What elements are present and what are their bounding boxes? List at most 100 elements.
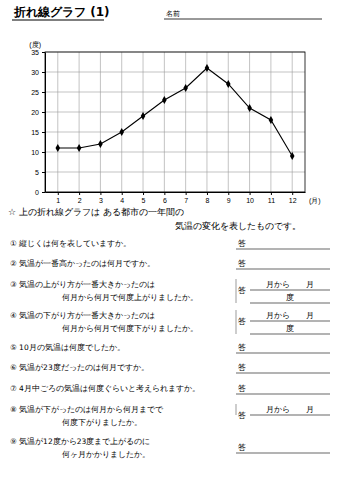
x-tick-mark <box>250 192 251 195</box>
y-tick-label: 10 <box>31 149 39 156</box>
intro-line: 気温の変化を表したものです。 <box>175 221 301 231</box>
question-line: 何ヶ月かかりましたか。 <box>62 450 150 459</box>
question: ③ 気温の上がり方が一番大きかったのは何月から何月で何度上がりましたか。答月から… <box>10 279 330 303</box>
x-axis: 123456789101112 <box>46 192 306 204</box>
x-tick-label: 2 <box>78 197 82 204</box>
data-point <box>226 80 231 88</box>
x-tick-label: 12 <box>289 197 297 204</box>
y-tick-label: 15 <box>31 129 39 136</box>
y-tick-label: 35 <box>31 49 39 56</box>
x-grid-line <box>249 52 250 192</box>
data-point <box>98 140 103 148</box>
answer-unit: 月から 月 <box>266 280 314 289</box>
x-grid-line <box>185 52 186 192</box>
y-grid-line <box>45 92 305 93</box>
answer-line <box>250 290 330 291</box>
y-tick-label: 20 <box>31 109 39 116</box>
data-point <box>141 112 146 120</box>
y-tick-mark <box>42 52 45 53</box>
answer-label: 答 <box>238 239 246 248</box>
answer-line <box>236 453 330 454</box>
question: ⑨ 気温が12度から23度まで上がるのに何ヶ月かかりましたか。答 <box>10 437 330 459</box>
data-point <box>290 152 295 160</box>
x-tick-mark <box>100 192 101 195</box>
answer-unit: 月から 月 <box>266 405 314 414</box>
answer-line <box>250 303 330 304</box>
data-point <box>269 116 274 124</box>
data-line <box>58 68 292 156</box>
answer-line <box>236 353 330 354</box>
data-point <box>205 64 210 72</box>
y-grid-line <box>45 132 305 133</box>
y-tick-label: 30 <box>31 69 39 76</box>
x-tick-mark <box>292 192 293 195</box>
x-tick: 3 <box>99 192 103 204</box>
y-tick-mark <box>42 92 45 93</box>
x-tick: 12 <box>289 192 297 204</box>
y-grid-line <box>45 72 305 73</box>
question: ⑤ 10月の気温は何度でしたか。答 <box>10 343 330 353</box>
intro-line: ☆ 上の折れ線グラフは ある都市の一年間の <box>8 207 184 217</box>
answer-label: 答 <box>238 411 246 420</box>
x-tick: 7 <box>184 192 188 204</box>
data-point <box>56 144 61 152</box>
x-grid-line <box>57 52 58 192</box>
x-tick-label: 1 <box>56 197 60 204</box>
y-axis: 05101520253035 <box>31 49 45 196</box>
x-tick-label: 9 <box>227 197 231 204</box>
title-underline <box>12 19 104 20</box>
y-grid-line <box>45 152 305 153</box>
question-line: ⑦ 4月中ごろの気温は何度ぐらいと考えられますか。 <box>10 384 200 393</box>
x-tick-label: 3 <box>99 197 103 204</box>
answer-unit: 度 <box>286 293 294 302</box>
answer-divider <box>236 404 237 415</box>
marks <box>56 64 295 160</box>
x-tick-mark <box>164 192 165 195</box>
x-tick-label: 8 <box>206 197 210 204</box>
y-tick-label: 25 <box>31 89 39 96</box>
answer-unit: 月から 月 <box>266 311 314 320</box>
name-underline <box>164 19 322 20</box>
x-tick-mark <box>207 192 208 195</box>
x-tick: 8 <box>206 192 210 204</box>
y-tick-mark <box>42 72 45 73</box>
question: ⑦ 4月中ごろの気温は何度ぐらいと考えられますか。 答 <box>10 384 330 394</box>
x-grid-line <box>143 52 144 192</box>
grid <box>45 52 305 192</box>
x-grid-line <box>292 52 293 192</box>
answer-line <box>250 321 330 322</box>
question-line: ⑥ 気温が23度だったのは何月ですか。 <box>10 363 149 372</box>
x-tick-mark <box>58 192 59 195</box>
x-tick-label: 10 <box>246 197 254 204</box>
answer-label: 答 <box>238 384 246 393</box>
worksheet: 折れ線グラフ (1)名前0510152025303512345678910111… <box>0 0 339 480</box>
x-tick-mark <box>122 192 123 195</box>
answer-label: 答 <box>238 259 246 268</box>
chart: 05101520253035123456789101112(月)(度) <box>29 41 320 205</box>
question: ⑧ 気温が下がったのは何月から何月までで何度下がりましたか。答月から 月 <box>10 404 330 427</box>
title: 折れ線グラフ (1) <box>13 5 110 19</box>
x-axis-label: (月) <box>309 197 321 205</box>
question-line: ① 縦じくは何を表していますか。 <box>10 239 131 248</box>
answer-label: 答 <box>238 443 246 452</box>
y-tick: 30 <box>31 69 45 76</box>
x-tick-mark <box>79 192 80 195</box>
question-line: 何月から何月で何度下がりましたか。 <box>62 324 198 333</box>
y-tick-mark <box>42 132 45 133</box>
answer-label: 答 <box>238 343 246 352</box>
question: ⑥ 気温が23度だったのは何月ですか。答 <box>10 363 330 373</box>
x-tick: 10 <box>246 192 254 204</box>
y-tick-mark <box>42 192 45 193</box>
y-tick-mark <box>42 112 45 113</box>
name-label: 名前 <box>166 10 180 18</box>
answer-label: 答 <box>238 317 246 326</box>
question-line: 何度下がりましたか。 <box>62 418 142 427</box>
y-tick: 35 <box>31 49 45 56</box>
data-point <box>183 84 188 92</box>
x-tick: 5 <box>142 192 146 204</box>
answer-divider <box>236 279 237 303</box>
data-point <box>77 144 82 152</box>
y-tick: 20 <box>31 109 45 116</box>
answer-divider <box>236 310 237 334</box>
answer-line <box>236 394 330 395</box>
